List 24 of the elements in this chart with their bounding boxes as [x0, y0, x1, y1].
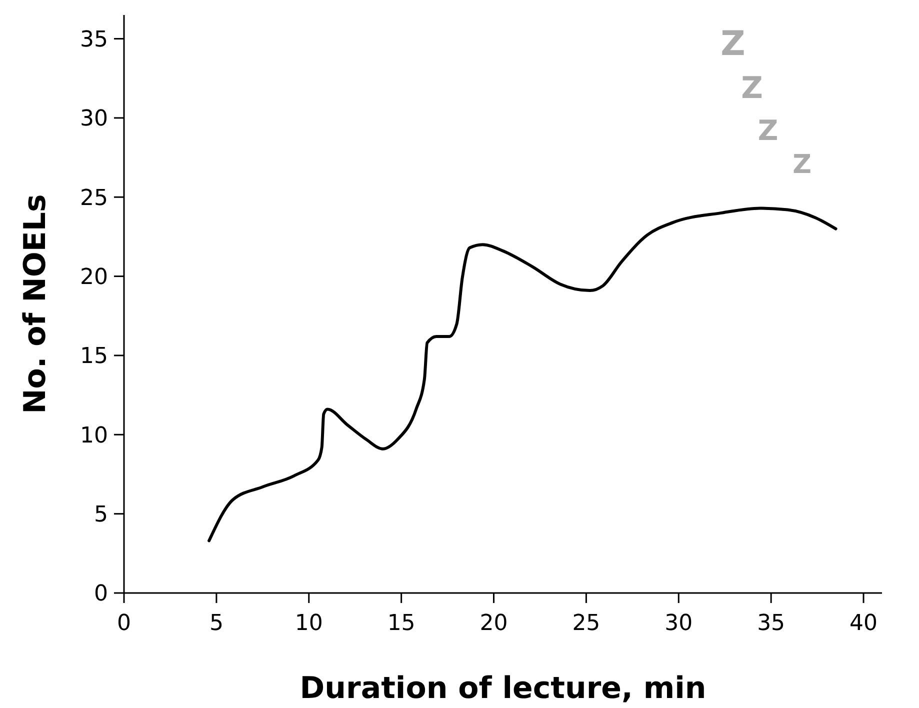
x-tick-label: 0: [117, 611, 131, 636]
y-tick-label: 25: [80, 186, 108, 211]
x-tick-label: 20: [480, 611, 508, 636]
annotation: Z: [758, 114, 778, 147]
x-tick-label: 25: [572, 611, 600, 636]
y-axis-title: No. of NOELs: [18, 194, 53, 414]
x-tick-label: 30: [664, 611, 693, 636]
y-tick-label: 15: [80, 344, 108, 370]
y-tick-label: 0: [94, 582, 108, 607]
x-axis-title: Duration of lecture, min: [300, 671, 706, 706]
x-tick-label: 10: [294, 611, 323, 636]
x-tick-label: 35: [757, 611, 786, 636]
line-series: [208, 206, 838, 542]
y-tick-label: 20: [80, 264, 108, 290]
y-tick-label: 35: [80, 27, 108, 52]
x-tick-label: 5: [209, 611, 224, 636]
y-tick-label: 10: [80, 423, 108, 448]
annotation: Z: [792, 150, 812, 180]
x-tick-label: 40: [850, 611, 878, 636]
x-tick-label: 15: [387, 611, 416, 636]
annotation: Z: [741, 71, 763, 106]
y-tick-label: 5: [94, 502, 108, 528]
y-tick-label: 30: [80, 106, 108, 132]
annotation: Z: [720, 24, 746, 64]
